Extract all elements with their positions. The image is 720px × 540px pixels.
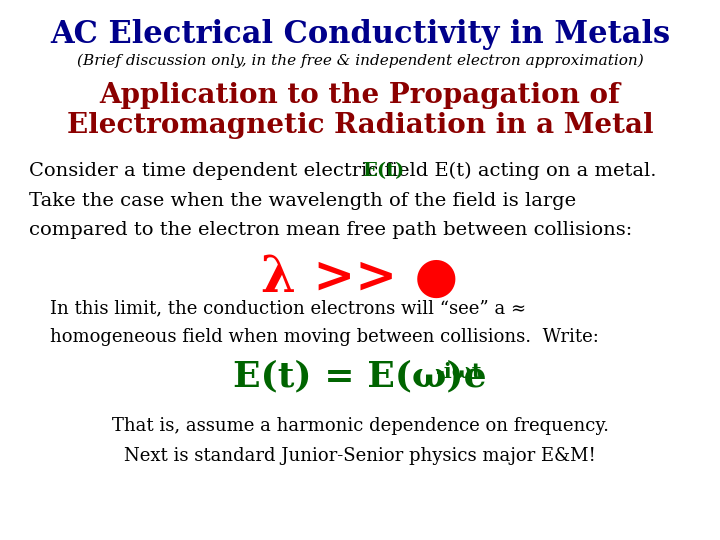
Text: compared to the electron mean free path between collisions:: compared to the electron mean free path … bbox=[29, 221, 632, 239]
Text: Application to the Propagation of: Application to the Propagation of bbox=[99, 82, 621, 109]
Text: E(t) = E(ω)e: E(t) = E(ω)e bbox=[233, 359, 487, 393]
Text: In this limit, the conduction electrons will “see” a ≈: In this limit, the conduction electrons … bbox=[50, 300, 526, 318]
Text: Electromagnetic Radiation in a Metal: Electromagnetic Radiation in a Metal bbox=[67, 112, 653, 139]
Text: -iωt: -iωt bbox=[436, 362, 482, 382]
Text: (Brief discussion only, in the free & independent electron approximation): (Brief discussion only, in the free & in… bbox=[76, 54, 644, 69]
Text: That is, assume a harmonic dependence on frequency.: That is, assume a harmonic dependence on… bbox=[112, 417, 608, 435]
Text: AC Electrical Conductivity in Metals: AC Electrical Conductivity in Metals bbox=[50, 19, 670, 50]
Text: E(t): E(t) bbox=[362, 162, 405, 180]
Text: Consider a time dependent electric field E(t) acting on a metal.: Consider a time dependent electric field… bbox=[29, 162, 657, 180]
Text: λ >> ●: λ >> ● bbox=[261, 254, 459, 303]
Text: Take the case when the wavelength of the field is large: Take the case when the wavelength of the… bbox=[29, 192, 576, 210]
Text: homogeneous field when moving between collisions.  Write:: homogeneous field when moving between co… bbox=[50, 328, 599, 346]
Text: Next is standard Junior-Senior physics major E&M!: Next is standard Junior-Senior physics m… bbox=[124, 447, 596, 465]
